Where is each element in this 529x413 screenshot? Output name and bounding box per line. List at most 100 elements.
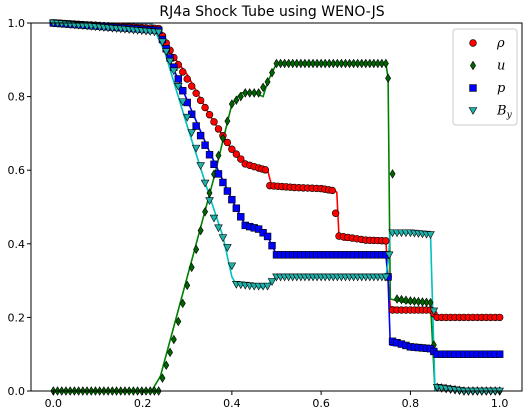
y-tick-label: 0.2 [8,311,26,324]
legend-marker [469,84,477,92]
series-1-point [246,88,253,98]
series-1-point [242,88,249,98]
series-2-point [174,75,182,83]
series-1-point [370,58,377,69]
y-axis: 0.0 0.2 0.4 0.6 0.8 1.0 [8,17,31,398]
series-1-point [215,150,222,161]
series-1-point [427,297,434,308]
series-3-point [182,113,192,122]
series-1-point [334,58,341,69]
series-0-point [192,89,200,97]
series-1-point [285,58,292,69]
series-1-point [326,58,333,69]
series-1-point [170,334,177,345]
series-1-point [175,316,182,327]
series-2-point [219,178,227,187]
series-2-point [228,195,236,204]
legend-box [452,28,518,126]
series-1-point [188,262,195,273]
series-1-point [389,169,396,179]
series-1-point [378,58,385,69]
series-3-point [426,231,435,240]
series-1-point [354,58,361,69]
series-0-point [214,125,223,133]
series-3-point [191,144,201,153]
series-1-point [297,58,304,69]
series-3-point [158,38,167,47]
series-2-point [495,350,504,358]
series-1-point [269,67,275,78]
series-1-point [385,73,392,83]
series-1-point [358,58,365,69]
series-1-point [306,58,312,69]
series-1-point [193,244,200,255]
series-1-point [419,297,426,307]
x-tick-label: 1.0 [491,397,509,410]
series-3-point [267,278,277,286]
series-0-point [331,209,340,217]
legend-label: ρ [496,36,505,51]
y-tick-label: 1.0 [8,17,26,30]
series-3-point [263,282,272,291]
series-1-point [233,95,240,106]
series-1-point [197,225,204,236]
series-2-point [192,122,200,130]
series-1-point [411,296,418,306]
series-3-point [165,57,175,66]
series-1-point [293,58,300,69]
series-1-point [394,294,400,304]
series-1-point [314,58,321,69]
y-tick-label: 0.4 [8,238,26,251]
legend-marker [469,39,477,47]
y-tick-label: 0.6 [8,164,26,177]
series-1-point [318,58,325,69]
series-0-point [187,82,196,90]
series-1-point [228,99,235,109]
x-tick-label: 0.4 [223,397,241,410]
series-1-point [224,116,231,126]
series-0-point [328,186,336,195]
series-1-point [338,58,345,69]
series-1-point [255,88,262,98]
series-0-point [237,155,245,163]
series-1-point [251,88,258,98]
series-1-point [346,58,353,69]
series-2-markers [49,19,504,358]
series-2-point [237,213,245,221]
series-3-point [178,98,188,107]
series-3-point [161,48,171,56]
series-1-point [167,347,173,358]
series-0-point [205,111,214,119]
series-1-point [374,58,381,69]
series-2-point [196,131,205,140]
series-3-point [381,273,391,282]
series-3-point [223,244,232,252]
series-3-point [384,251,394,260]
y-tick-label: 0.8 [8,91,26,104]
series-1-point [273,58,280,69]
series-1-point [423,297,430,308]
x-tick-label: 0.2 [134,397,152,410]
series-1-point [342,58,349,69]
series-3-point [196,162,205,171]
series-1-point [260,82,267,93]
series-0-point [261,166,270,174]
series-1-point [206,188,213,198]
series-2-point [232,204,241,212]
series-2-point [201,141,209,149]
series-1-point [281,58,288,69]
series-3-point [173,82,183,91]
series-2-point [179,87,187,95]
series-0-point [210,118,218,126]
series-markers [49,19,504,396]
series-1-point [219,133,226,144]
series-2-point [268,241,276,250]
series-3-point [205,197,214,205]
series-0-point [183,75,191,83]
x-tick-label: 0.6 [312,397,330,410]
plot-frame [30,22,523,392]
series-3-point [214,224,223,233]
series-0-point [196,96,205,105]
